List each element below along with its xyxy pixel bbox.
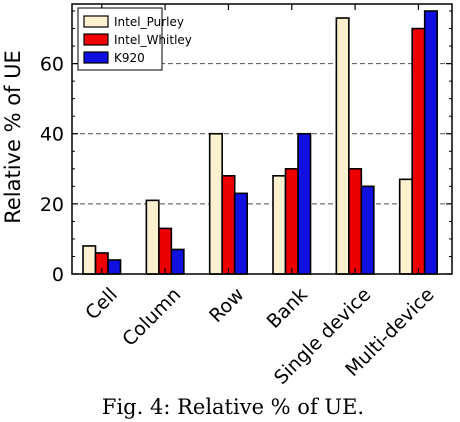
legend-swatch-Intel_Whitley bbox=[83, 33, 109, 46]
bar-K920-Multi-device bbox=[423, 10, 438, 275]
bar-Intel_Purley-Bank bbox=[272, 175, 287, 275]
bar-Intel_Whitley-Multi-device bbox=[411, 27, 426, 275]
x-tick-label: Cell bbox=[81, 284, 122, 325]
bar-K920-Cell bbox=[107, 259, 122, 275]
legend: Intel_Purley Intel_Whitley K920 bbox=[77, 7, 192, 71]
bar-Intel_Purley-Row bbox=[208, 132, 223, 275]
gridlines bbox=[72, 63, 452, 205]
x-tick-label: Column bbox=[118, 284, 185, 351]
x-tick-label: Bank bbox=[263, 284, 312, 333]
bar-K920-Bank bbox=[297, 132, 312, 275]
bar-K920-Row bbox=[233, 192, 248, 275]
bar-Intel_Whitley-Single-device bbox=[348, 168, 363, 275]
figure-caption: Fig. 4: Relative % of UE. bbox=[102, 395, 364, 419]
bar-K920-Column bbox=[170, 248, 185, 275]
y-axis-label: Relative % of UE bbox=[1, 50, 25, 224]
legend-label-Intel_Whitley: Intel_Whitley bbox=[114, 33, 192, 47]
bar-Intel_Purley-Single-device bbox=[335, 17, 350, 275]
bar-Intel_Purley-Column bbox=[145, 199, 160, 275]
bar-K920-Single-device bbox=[360, 185, 375, 275]
y-tick-label: 40 bbox=[40, 124, 64, 146]
x-tick-label: Row bbox=[205, 284, 248, 327]
legend-swatch-K920 bbox=[83, 51, 109, 64]
y-ticks: 0 20 40 60 bbox=[40, 10, 452, 286]
bar-Intel_Purley-Cell bbox=[82, 245, 97, 275]
bar-Intel_Purley-Multi-device bbox=[398, 178, 413, 275]
bar-Intel_Whitley-Row bbox=[221, 175, 236, 275]
y-tick-label: 60 bbox=[40, 54, 64, 76]
bar-Intel_Whitley-Bank bbox=[284, 168, 299, 275]
axes bbox=[71, 3, 453, 275]
plot-frame bbox=[71, 3, 453, 275]
legend-swatch-Intel_Purley bbox=[83, 15, 109, 28]
legend-label-K920: K920 bbox=[114, 51, 145, 65]
bars bbox=[82, 10, 438, 275]
legend-label-Intel_Purley: Intel_Purley bbox=[114, 15, 184, 29]
y-tick-label: 20 bbox=[40, 194, 64, 216]
bar-Intel_Whitley-Column bbox=[158, 227, 173, 275]
y-tick-label: 0 bbox=[52, 264, 64, 286]
